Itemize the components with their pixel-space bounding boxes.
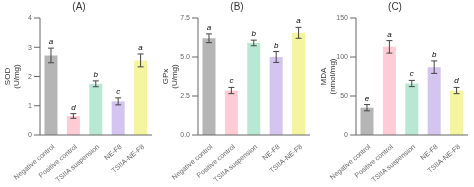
svg-text:(U/mg): (U/mg) [170, 64, 179, 89]
html-text:(A): (A) [72, 1, 86, 12]
svg-text:b: b [432, 50, 437, 59]
svg-text:MDA: MDA [319, 67, 328, 85]
svg-text:50: 50 [340, 92, 348, 99]
svg-text:b: b [274, 41, 279, 50]
svg-text:c: c [116, 87, 120, 96]
svg-text:0: 0 [28, 131, 32, 138]
svg-text:TSIIA suspension: TSIIA suspension [54, 143, 101, 184]
svg-text:d: d [454, 76, 459, 85]
svg-text:TSIIA-NE-F8: TSIIA-NE-F8 [268, 143, 303, 174]
svg-text:3: 3 [28, 44, 32, 51]
svg-text:c: c [410, 69, 414, 78]
svg-text:(U/mg): (U/mg) [12, 64, 21, 89]
svg-text:NE-F8: NE-F8 [419, 143, 439, 161]
svg-text:Negative control: Negative control [170, 143, 214, 181]
svg-text:TSIIA suspension: TSIIA suspension [212, 143, 259, 184]
svg-text:e: e [365, 94, 370, 103]
svg-text:(nmol/mg): (nmol/mg) [328, 58, 337, 94]
svg-text:c: c [229, 76, 233, 85]
svg-text:0.0: 0.0 [180, 131, 190, 138]
svg-text:a: a [387, 30, 392, 39]
svg-text:2: 2 [28, 73, 32, 80]
html-text:(C): (C) [388, 1, 402, 12]
svg-text:4: 4 [28, 14, 32, 21]
html-text:(B): (B) [230, 1, 244, 12]
svg-text:Negative control: Negative control [12, 143, 56, 181]
svg-text:Negative control: Negative control [328, 143, 372, 181]
svg-text:TSIIA suspension: TSIIA suspension [370, 143, 417, 184]
svg-text:a: a [138, 43, 143, 52]
svg-text:100: 100 [336, 53, 348, 60]
svg-text:1: 1 [28, 102, 32, 109]
svg-text:7.5: 7.5 [180, 14, 190, 21]
svg-text:TSIIA-NE-F8: TSIIA-NE-F8 [110, 143, 145, 174]
svg-text:d: d [71, 103, 76, 112]
svg-text:a: a [296, 16, 301, 25]
svg-text:GPx: GPx [161, 69, 170, 85]
svg-text:b: b [94, 70, 99, 79]
svg-text:a: a [207, 23, 212, 32]
svg-text:5.0: 5.0 [180, 53, 190, 60]
svg-text:150: 150 [336, 14, 348, 21]
svg-text:NE-F8: NE-F8 [103, 143, 123, 161]
svg-text:Positive control: Positive control [195, 143, 236, 179]
svg-text:NE-F8: NE-F8 [261, 143, 281, 161]
svg-text:Positive control: Positive control [353, 143, 394, 179]
svg-text:TSIIA-NE-F8: TSIIA-NE-F8 [426, 143, 461, 174]
svg-text:Positive control: Positive control [37, 143, 78, 179]
svg-text:b: b [252, 29, 257, 38]
svg-text:a: a [49, 37, 54, 46]
svg-text:2.5: 2.5 [180, 92, 190, 99]
svg-text:0: 0 [344, 131, 348, 138]
